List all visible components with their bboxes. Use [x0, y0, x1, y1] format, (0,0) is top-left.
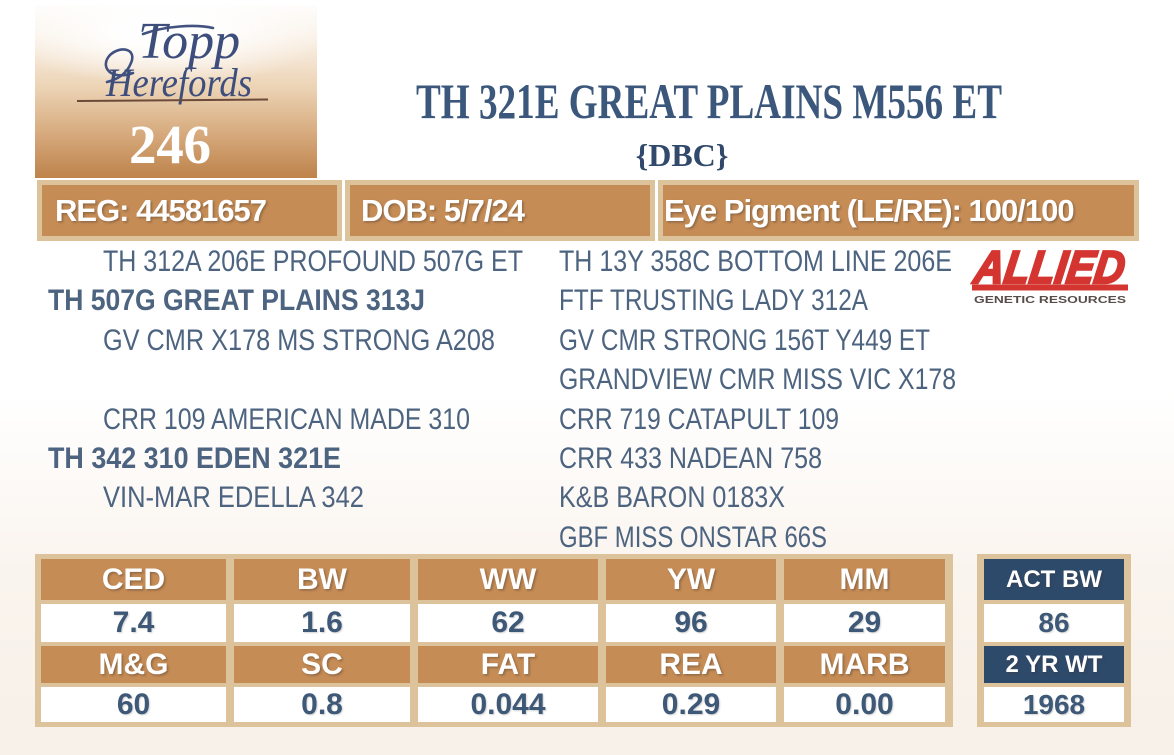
svg-text:GENETIC RESOURCES: GENETIC RESOURCES — [974, 295, 1126, 306]
svg-text:Topp: Topp — [138, 13, 240, 70]
svg-text:CRR 433 NADEAN 758: CRR 433 NADEAN 758 — [559, 442, 822, 475]
svg-text:TH 312A 206E PROFOUND 507G ET: TH 312A 206E PROFOUND 507G ET — [103, 245, 523, 278]
svg-text:TH 507G GREAT PLAINS 313J: TH 507G GREAT PLAINS 313J — [48, 284, 425, 317]
svg-text:FTF TRUSTING LADY 312A: FTF TRUSTING LADY 312A — [559, 284, 868, 317]
svg-text:TH 13Y 358C BOTTOM LINE 206E: TH 13Y 358C BOTTOM LINE 206E — [559, 245, 952, 278]
svg-text:GRANDVIEW CMR MISS VIC X178: GRANDVIEW CMR MISS VIC X178 — [559, 363, 956, 396]
svg-text:GBF MISS ONSTAR 66S: GBF MISS ONSTAR 66S — [559, 521, 827, 554]
svg-text:{DBC}: {DBC} — [636, 137, 729, 173]
svg-text:VIN-MAR EDELLA 342: VIN-MAR EDELLA 342 — [103, 481, 364, 514]
svg-text:CRR 719 CATAPULT 109: CRR 719 CATAPULT 109 — [559, 403, 839, 436]
svg-text:GV CMR STRONG 156T Y449 ET: GV CMR STRONG 156T Y449 ET — [559, 324, 930, 357]
svg-text:GV CMR X178 MS STRONG A208: GV CMR X178 MS STRONG A208 — [103, 324, 495, 357]
svg-text:K&B BARON 0183X: K&B BARON 0183X — [559, 481, 785, 514]
svg-text:TH 321E GREAT PLAINS M556 ET: TH 321E GREAT PLAINS M556 ET — [416, 73, 1002, 129]
svg-text:Herefords: Herefords — [105, 60, 252, 105]
svg-text:CRR 109 AMERICAN MADE 310: CRR 109 AMERICAN MADE 310 — [103, 403, 470, 436]
svg-text:TH 342 310 EDEN 321E: TH 342 310 EDEN 321E — [48, 442, 341, 475]
svg-text:246: 246 — [129, 114, 211, 175]
